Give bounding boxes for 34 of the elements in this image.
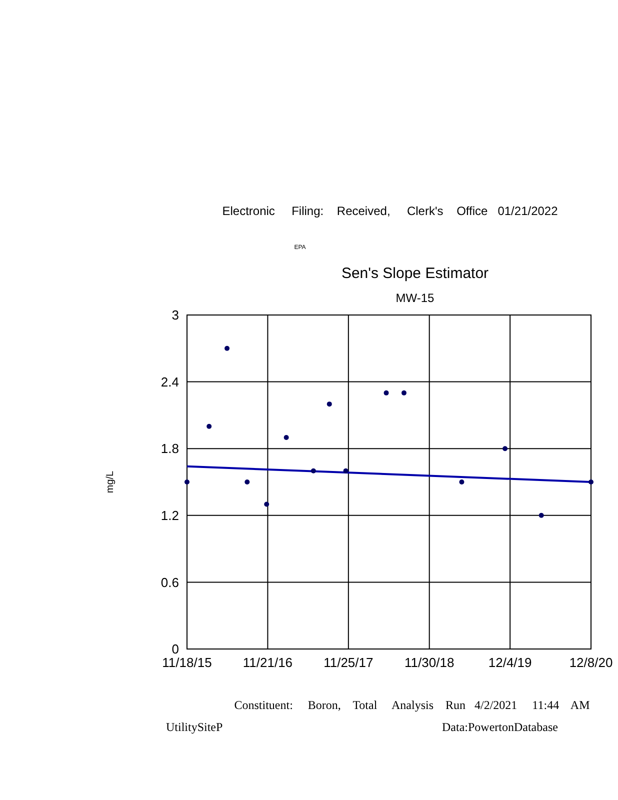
point <box>326 402 332 407</box>
y-tick-label: 1.8 <box>160 441 179 456</box>
point <box>343 468 348 474</box>
text: Data:PowertonDatabase <box>442 720 558 734</box>
chart-subtitle: MW-15 <box>396 291 435 305</box>
y-tick-label: 1.2 <box>160 508 179 523</box>
x-tick-label: 11/18/15 <box>162 655 212 670</box>
point <box>538 512 544 518</box>
point <box>502 446 508 452</box>
x-tick-label: 12/8/20 <box>569 655 613 670</box>
point <box>588 480 594 484</box>
point <box>206 424 212 429</box>
x-tick-label: 11/30/18 <box>404 655 454 670</box>
y-tick-label: 0.6 <box>160 574 179 590</box>
y-axis-title: mg/L <box>105 470 116 494</box>
point <box>244 480 250 484</box>
text: Electronic Filing: Received, Clerk's Office 01/21/2022 <box>222 204 558 218</box>
chart-title: Sen's Slope Estimator <box>341 265 489 282</box>
x-tick-label: 12/4/19 <box>488 655 532 670</box>
point <box>224 346 230 351</box>
text: Constituent: Boron, Total Analysis Run 4/2/2021 11:44 AM <box>234 698 590 712</box>
y-tick-label: 2.4 <box>160 374 179 390</box>
point <box>401 390 406 396</box>
point <box>384 390 389 396</box>
x-tick-label: 11/21/16 <box>242 655 293 670</box>
text: UtilitySiteP <box>166 720 224 734</box>
point <box>264 502 270 507</box>
point <box>284 434 289 440</box>
point <box>310 468 316 474</box>
y-tick-label: 3 <box>172 308 179 323</box>
y-tick-label: 0 <box>172 642 179 657</box>
point <box>184 480 190 484</box>
point <box>459 480 464 484</box>
x-tick-label: 11/25/17 <box>324 655 374 670</box>
